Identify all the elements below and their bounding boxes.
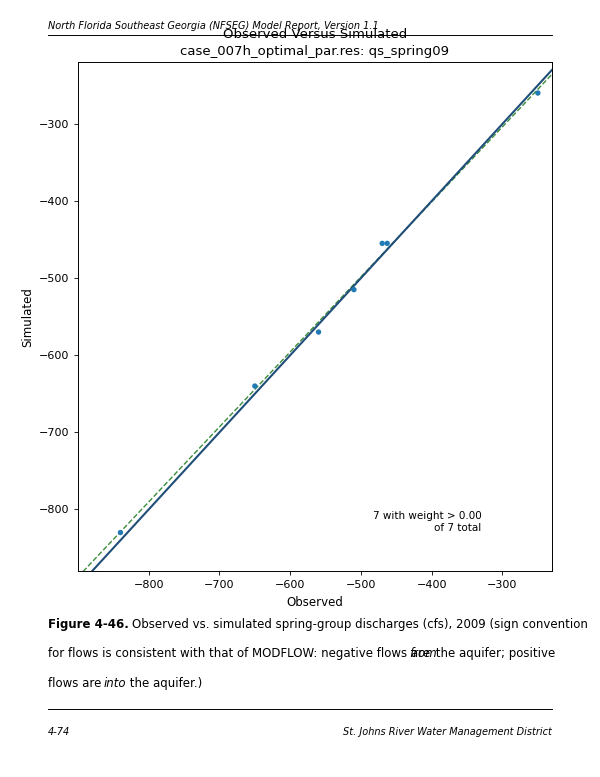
Text: flows are: flows are	[48, 677, 105, 690]
Point	[314, 326, 323, 338]
Text: Figure 4-46.: Figure 4-46.	[48, 618, 129, 631]
Point	[533, 87, 542, 99]
Text: Observed vs. simulated spring-group discharges (cfs), 2009 (sign convention: Observed vs. simulated spring-group disc…	[117, 618, 588, 631]
Point	[382, 237, 392, 249]
Point	[349, 284, 359, 296]
Text: the aquifer.): the aquifer.)	[126, 677, 202, 690]
Point	[250, 380, 260, 392]
Text: into: into	[103, 677, 126, 690]
Y-axis label: Simulated: Simulated	[22, 287, 34, 347]
Text: for flows is consistent with that of MODFLOW: negative flows are: for flows is consistent with that of MOD…	[48, 647, 434, 660]
Title: Observed Versus Simulated
case_007h_optimal_par.res: qs_spring09: Observed Versus Simulated case_007h_opti…	[181, 28, 449, 58]
Text: North Florida Southeast Georgia (NFSEG) Model Report, Version 1.1: North Florida Southeast Georgia (NFSEG) …	[48, 21, 379, 31]
Point	[116, 526, 125, 538]
Text: 7 with weight > 0.00
of 7 total: 7 with weight > 0.00 of 7 total	[373, 511, 481, 532]
X-axis label: Observed: Observed	[287, 596, 343, 608]
Text: St. Johns River Water Management District: St. Johns River Water Management Distric…	[343, 727, 552, 737]
Text: from: from	[409, 647, 437, 660]
Text: 4-74: 4-74	[48, 727, 70, 737]
Point	[377, 237, 387, 249]
Text: the aquifer; positive: the aquifer; positive	[432, 647, 555, 660]
